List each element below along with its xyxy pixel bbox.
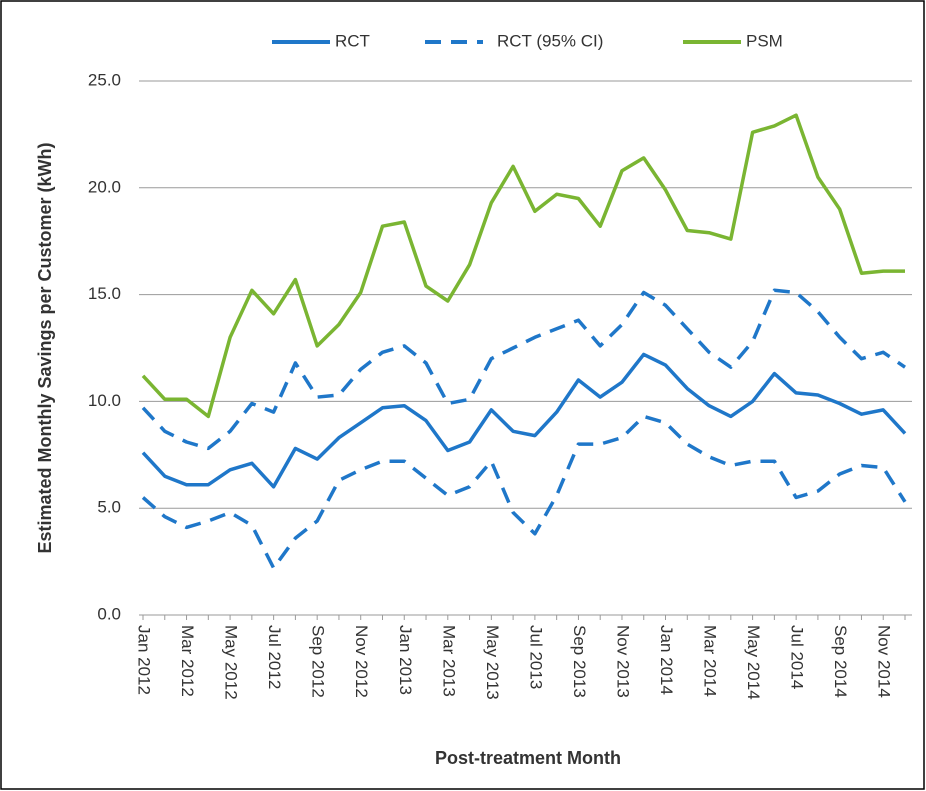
x-tick-label: Nov 2012	[352, 625, 371, 698]
x-tick-label: Jan 2012	[135, 625, 154, 695]
x-tick-label: Sep 2013	[570, 625, 589, 698]
x-tick-label: Mar 2013	[439, 625, 458, 697]
x-tick-label: Nov 2013	[613, 625, 632, 698]
y-axis-title: Estimated Monthly Savings per Customer (…	[35, 142, 55, 553]
x-tick-label: Mar 2012	[178, 625, 197, 697]
legend-label: RCT (95% CI)	[497, 31, 603, 50]
x-axis-title: Post-treatment Month	[435, 748, 621, 768]
x-tick-label: Jul 2014	[788, 625, 807, 689]
y-tick-label: 5.0	[97, 498, 121, 517]
series-line	[141, 288, 906, 451]
x-tick-label: Jan 2014	[657, 625, 676, 695]
x-tick-label: Sep 2012	[309, 625, 328, 698]
y-tick-label: 0.0	[97, 604, 121, 623]
series-line	[141, 414, 907, 570]
y-tick-label: 15.0	[88, 284, 121, 303]
y-tick-label: 20.0	[88, 177, 121, 196]
y-tick-label: 25.0	[88, 70, 121, 89]
x-tick-label: Nov 2014	[875, 625, 894, 698]
x-tick-label: May 2013	[483, 625, 502, 700]
series-line	[141, 352, 907, 489]
series-line	[141, 113, 905, 419]
y-tick-label: 10.0	[88, 391, 121, 410]
legend-label: RCT	[335, 31, 370, 50]
x-tick-label: Jul 2013	[526, 625, 545, 689]
x-tick-label: Jul 2012	[265, 625, 284, 689]
legend-label: PSM	[746, 31, 783, 50]
x-tick-label: Jan 2013	[396, 625, 415, 695]
x-tick-label: May 2012	[222, 625, 241, 700]
x-tick-label: May 2014	[744, 625, 763, 700]
x-tick-label: Sep 2014	[831, 625, 850, 698]
x-tick-label: Mar 2014	[701, 625, 720, 697]
